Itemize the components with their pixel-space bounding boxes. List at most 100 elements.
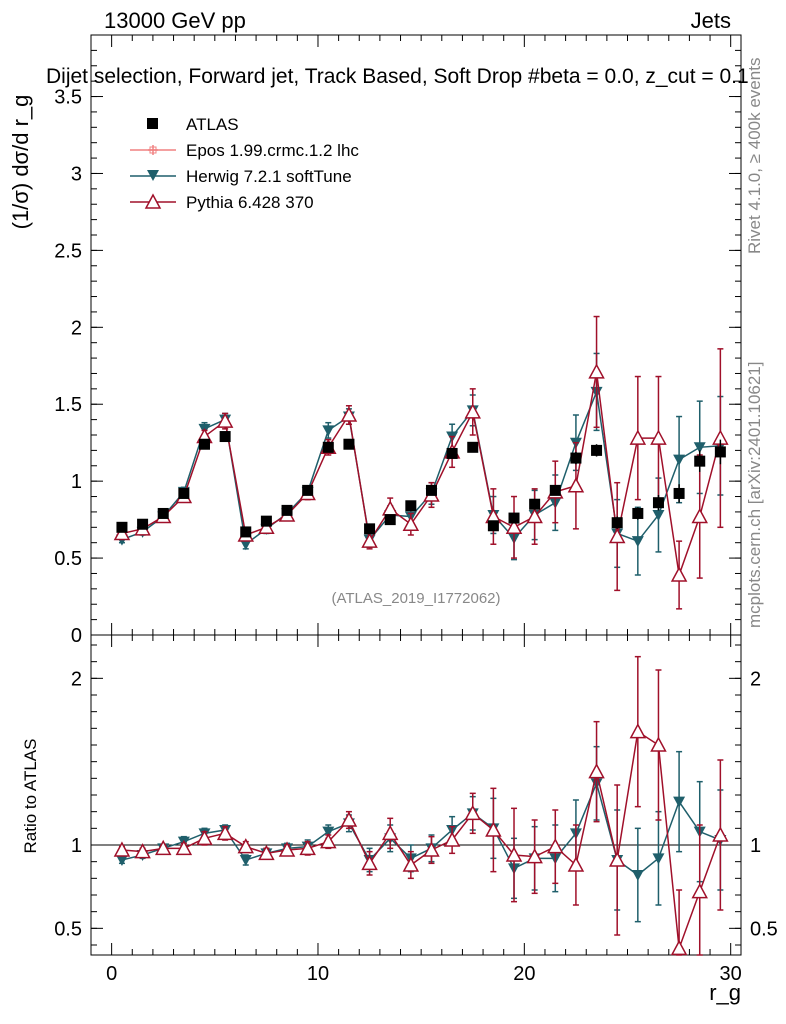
main-point-atlas [508, 512, 520, 524]
ratio-ytick-label-right: 1 [750, 835, 761, 857]
energy-label: 13000 GeV pp [104, 8, 246, 33]
series-layer [113, 315, 729, 956]
ratio-point-pythia [629, 723, 647, 739]
ratio-point-pythia [526, 848, 543, 864]
ratio-point-pythia [196, 829, 213, 846]
main-ytick-label: 0.5 [54, 548, 82, 570]
ratio-ytick-label-right: 2 [750, 668, 761, 690]
main-point-pythia [629, 429, 647, 445]
main-line-herwig [121, 389, 721, 546]
main-point-herwig [239, 539, 252, 551]
main-ytick-label: 1 [71, 471, 82, 493]
main-ytick-label: 1.5 [54, 394, 82, 416]
legend-label-epos: Epos 1.99.crmc.1.2 lhc [186, 141, 359, 160]
main-point-atlas [281, 504, 293, 516]
main-point-pythia [258, 518, 275, 535]
ratio-point-pythia [381, 824, 399, 841]
main-point-pythia [608, 527, 626, 544]
main-point-atlas [611, 517, 623, 529]
ratio-ytick-label-right: 0.5 [750, 918, 778, 940]
xtick-label: 30 [720, 963, 742, 985]
ratio-point-pythia [299, 839, 316, 856]
legend: ATLAS Epos 1.99.crmc.1.2 lhc Herwig 7.2.… [130, 115, 359, 212]
main-point-atlas [178, 487, 190, 499]
main-point-atlas [673, 487, 685, 499]
main-point-atlas [714, 446, 726, 458]
main-point-pythia [113, 524, 131, 541]
main-point-pythia [464, 403, 482, 419]
ratio-point-herwig [239, 855, 252, 866]
ratio-point-pythia [402, 856, 420, 872]
xtick-label: 20 [513, 963, 535, 985]
main-point-pythia [670, 566, 688, 582]
main-point-atlas [343, 438, 355, 450]
ratio-point-pythia [485, 821, 502, 837]
main-point-atlas [240, 526, 252, 538]
ratio-point-pythia [278, 841, 296, 857]
ratio-point-pythia [567, 856, 585, 872]
mcplots-label: mcplots.cern.ch [arXiv:2401.10621] [745, 362, 764, 628]
xtick-label: 0 [106, 963, 117, 985]
main-point-herwig [631, 536, 644, 548]
main-point-pythia [526, 507, 543, 524]
main-ytick-label: 3.5 [54, 87, 82, 109]
main-point-pythia [402, 515, 420, 531]
ratio-point-pythia [216, 824, 234, 841]
ratio-point-pythia [113, 841, 131, 857]
ratio-point-pythia [258, 844, 275, 861]
axes-layer: 00.511.522.533.50.5 0.51 12 20 10 20 30 [54, 35, 778, 985]
ratio-point-pythia [712, 826, 729, 842]
ratio-y-axis-label: Ratio to ATLAS [21, 739, 40, 854]
main-point-pythia [567, 477, 585, 493]
main-point-atlas [322, 441, 334, 453]
main-point-atlas [116, 521, 128, 533]
ratio-point-pythia [464, 804, 482, 821]
main-point-pythia [381, 500, 399, 516]
ratio-point-pythia [320, 833, 337, 849]
main-point-atlas [632, 507, 644, 519]
ratio-point-pythia [340, 811, 358, 827]
ratio-point-pythia [175, 839, 193, 856]
main-point-atlas [219, 431, 231, 443]
ratio-point-pythia [670, 939, 688, 956]
main-point-atlas [302, 484, 314, 496]
ratio-point-pythia [588, 763, 605, 779]
main-point-atlas [694, 455, 706, 467]
ratio-point-herwig [115, 855, 128, 866]
ratio-panel-frame [90, 634, 742, 956]
main-point-atlas [549, 484, 561, 496]
main-point-atlas [652, 497, 664, 509]
ratio-point-pythia [443, 831, 461, 847]
main-point-herwig [693, 442, 706, 454]
rivet-version-label: Rivet 4.1.0, ≥ 400k events [745, 58, 764, 254]
main-point-atlas [260, 515, 272, 527]
main-point-atlas [198, 438, 210, 450]
main-y-axis-label: (1/σ) dσ/d r_g [8, 95, 33, 230]
main-point-pythia [361, 532, 378, 548]
ratio-point-herwig [322, 826, 335, 838]
ratio-point-pythia [691, 883, 708, 899]
main-point-atlas [529, 498, 541, 510]
ratio-point-pythia [547, 838, 564, 854]
ratio-ytick-label: 1 [71, 835, 82, 857]
xtick-label: 10 [307, 963, 329, 985]
main-point-atlas [405, 500, 417, 512]
process-label: Jets [691, 8, 731, 33]
main-point-herwig [652, 510, 665, 521]
main-line-pythia [121, 371, 722, 576]
ratio-point-herwig [673, 796, 686, 808]
ratio-ytick-label: 2 [71, 668, 82, 690]
ratio-point-pythia [154, 839, 172, 856]
main-point-herwig [322, 425, 335, 437]
main-point-atlas [137, 518, 149, 530]
main-point-atlas [591, 444, 603, 456]
main-ytick-label: 3 [71, 163, 82, 185]
main-point-pythia [588, 363, 605, 379]
main-point-atlas [467, 441, 479, 453]
x-axis-label: r_g [709, 980, 741, 1005]
main-point-pythia [650, 429, 667, 445]
main-ytick-label: 2 [71, 317, 82, 339]
ratio-point-pythia [608, 851, 626, 867]
ratio-ytick-label: 0.5 [54, 918, 82, 940]
main-point-pythia [216, 412, 234, 428]
